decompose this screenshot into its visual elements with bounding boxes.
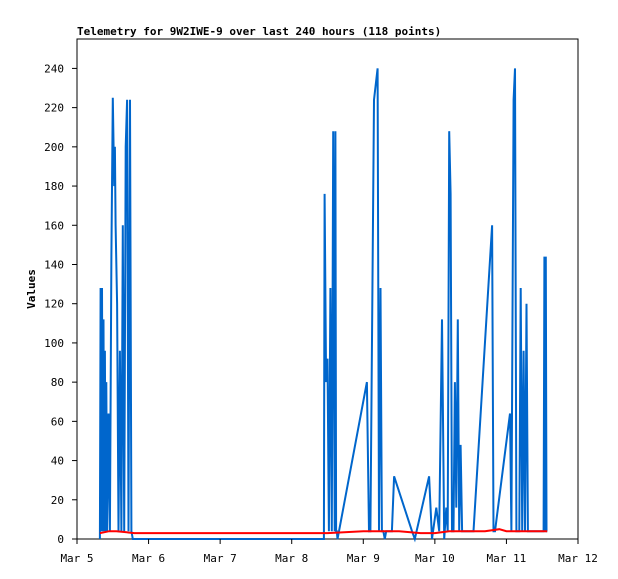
x-tick-label: Mar 8 bbox=[275, 552, 308, 565]
x-tick-label: Mar 5 bbox=[60, 552, 93, 565]
y-tick-label: 20 bbox=[51, 494, 64, 507]
series-2-line bbox=[99, 528, 548, 535]
y-axis-label: Values bbox=[25, 269, 38, 309]
y-tick-label: 160 bbox=[44, 219, 64, 232]
y-tick-label: 180 bbox=[44, 180, 64, 193]
y-tick-label: 60 bbox=[51, 415, 64, 428]
y-tick-label: 100 bbox=[44, 337, 64, 350]
x-axis: Mar 5 Mar 6 Mar 7 Mar 8 Mar 9 Mar 10 Mar 11 Mar… bbox=[60, 539, 598, 565]
series-1-line bbox=[98, 68, 548, 543]
chart-title: Telemetry for 9W2IWE-9 over last 240 hou… bbox=[77, 25, 441, 38]
y-tick-label: 140 bbox=[44, 258, 64, 271]
plot-frame bbox=[76, 38, 579, 540]
y-tick-label: 40 bbox=[51, 455, 64, 468]
y-tick-label: 200 bbox=[44, 141, 64, 154]
plot-area bbox=[76, 38, 579, 543]
x-tick-label: Mar 9 bbox=[347, 552, 380, 565]
x-tick-label: Mar 11 bbox=[487, 552, 527, 565]
y-axis: 0 20 40 60 80 100 120 140 160 180 200 220 240 bbox=[44, 62, 77, 546]
series-layer bbox=[98, 68, 548, 543]
y-tick-label: 0 bbox=[57, 533, 64, 546]
x-tick-label: Mar 12 bbox=[558, 552, 598, 565]
y-tick-label: 80 bbox=[51, 376, 64, 389]
y-tick-label: 120 bbox=[44, 298, 64, 311]
x-tick-label: Mar 6 bbox=[132, 552, 165, 565]
y-tick-label: 220 bbox=[44, 102, 64, 115]
x-tick-label: Mar 10 bbox=[415, 552, 455, 565]
y-tick-label: 240 bbox=[44, 62, 64, 75]
x-tick-label: Mar 7 bbox=[204, 552, 237, 565]
